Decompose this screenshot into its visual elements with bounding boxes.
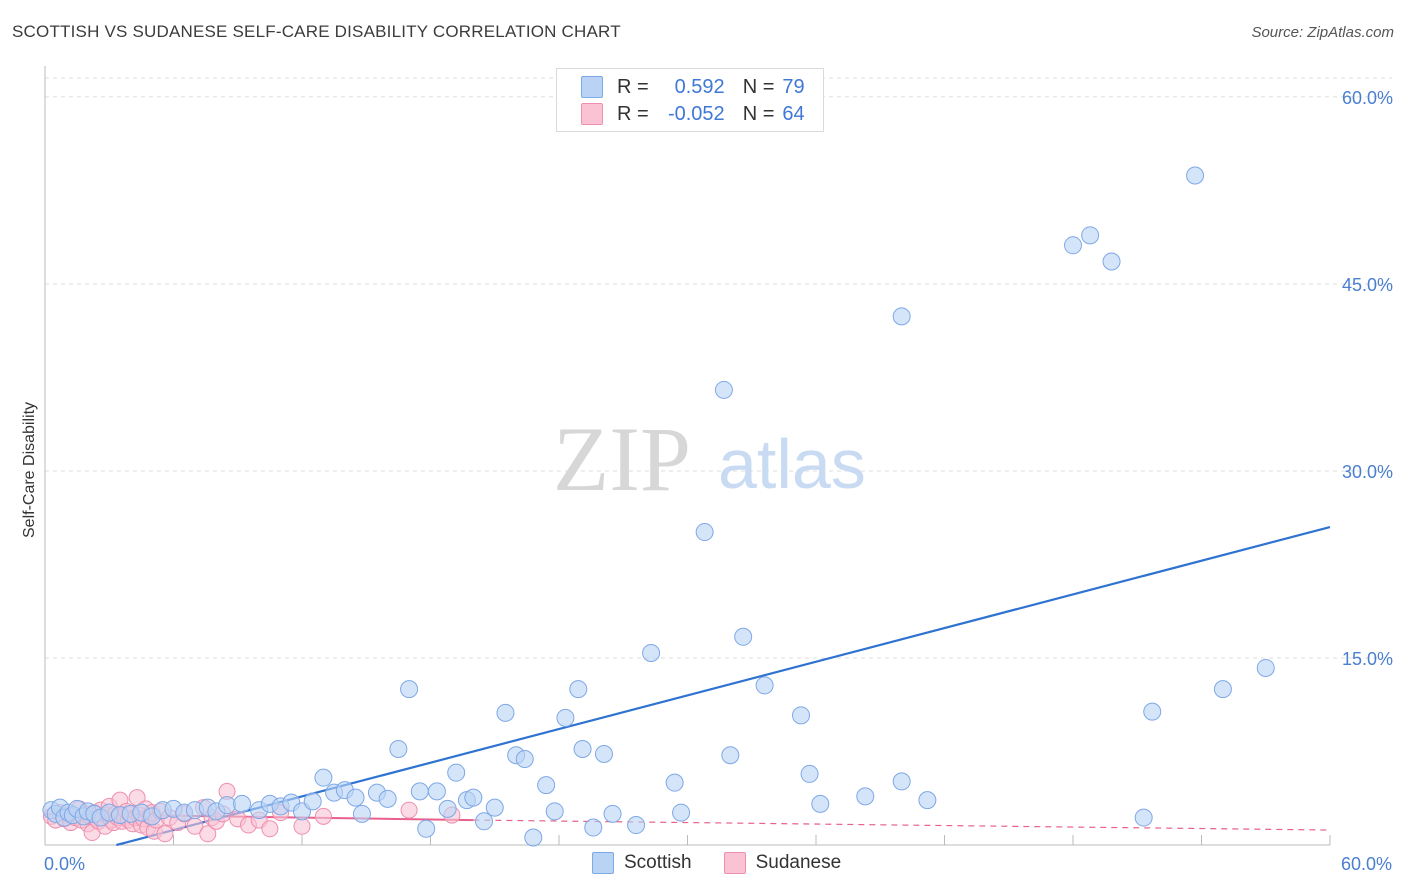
scottish-point <box>918 791 937 810</box>
scottish-point <box>892 307 911 326</box>
scottish-point <box>1102 252 1121 271</box>
scottish-point <box>714 380 733 399</box>
x-tick-label-max: 60.0% <box>1341 854 1392 874</box>
y-tick-label: 15.0% <box>1342 649 1393 669</box>
scottish-point <box>755 676 774 695</box>
scottish-point <box>1213 680 1232 699</box>
scottish-point <box>584 818 603 837</box>
scottish-swatch <box>581 76 603 98</box>
legend-row-sudanese: R = -0.052 N = 64 <box>581 101 805 127</box>
scottish-point <box>314 768 333 787</box>
scottish-point <box>556 708 575 727</box>
scottish-point <box>218 796 237 815</box>
scottish-point <box>515 749 534 768</box>
axes <box>44 66 1331 846</box>
scottish-point <box>389 739 408 758</box>
legend-label-sudanese: Sudanese <box>755 852 842 873</box>
tick-labels: 15.0% 30.0% 45.0% 60.0% 0.0% 60.0% <box>44 88 1393 874</box>
watermark: ZIP atlas <box>553 408 866 510</box>
scottish-point <box>346 788 365 807</box>
scottish-swatch <box>592 852 614 874</box>
sudanese-point <box>261 820 279 838</box>
scottish-point <box>1064 236 1082 255</box>
scottish-point <box>417 819 436 838</box>
legend-r-label: R = <box>617 102 649 125</box>
legend-item-sudanese[interactable]: Sudanese <box>723 852 842 874</box>
scottish-point <box>427 782 446 801</box>
scottish-point <box>496 703 515 722</box>
scottish-point <box>1134 808 1153 827</box>
scottish-trend-line <box>116 526 1331 847</box>
scottish-point <box>1186 166 1205 185</box>
scottish-point <box>1081 226 1100 245</box>
legend-label-scottish: Scottish <box>624 852 692 873</box>
scottish-point <box>524 828 543 847</box>
scottish-point <box>378 789 397 808</box>
y-tick-label: 45.0% <box>1342 275 1393 295</box>
scottish-point <box>569 680 588 699</box>
legend-row-scottish: R = 0.592 N = 79 <box>581 74 805 100</box>
scottish-point <box>410 782 429 801</box>
x-tick-label-min: 0.0% <box>44 854 85 874</box>
scottish-point <box>792 706 811 725</box>
sudanese-point <box>199 825 217 843</box>
scottish-point <box>233 794 252 813</box>
legend-r-label: R = <box>617 75 649 98</box>
y-tick-label: 30.0% <box>1342 462 1393 482</box>
sudanese-swatch <box>581 103 603 125</box>
scottish-point <box>464 788 483 807</box>
scottish-point <box>734 627 753 646</box>
scottish-point <box>573 739 592 758</box>
y-tick-label: 60.0% <box>1342 88 1393 108</box>
scottish-point <box>400 680 419 699</box>
scottish-point <box>627 816 646 835</box>
scottish-point <box>665 773 684 792</box>
scottish-point <box>594 744 613 763</box>
watermark-zip: ZIP <box>553 408 691 510</box>
legend-r-value: 0.592 <box>674 75 725 98</box>
scottish-point <box>800 764 819 783</box>
legend-item-scottish[interactable]: Scottish <box>592 852 692 874</box>
sudanese-point <box>293 817 311 835</box>
scottish-points <box>42 166 1275 847</box>
scottish-point <box>603 804 622 823</box>
sudanese-swatch <box>723 852 746 874</box>
scottish-point <box>672 803 691 822</box>
series-legend: Scottish Sudanese <box>592 852 873 874</box>
legend-n-value: 79 <box>782 75 805 98</box>
legend-n-label: N = <box>742 75 775 98</box>
scottish-point <box>438 799 457 818</box>
scottish-point <box>811 794 830 813</box>
scottish-point <box>1256 658 1275 677</box>
scottish-point <box>537 776 556 795</box>
scottish-point <box>303 792 322 811</box>
scottish-point <box>485 798 504 817</box>
scottish-point <box>856 787 875 806</box>
scottish-point <box>545 802 564 821</box>
source-credit: Source: ZipAtlas.com <box>1251 24 1394 41</box>
sudanese-point <box>156 825 174 843</box>
legend-r-value: -0.052 <box>667 102 725 125</box>
scottish-point <box>352 804 371 823</box>
sudanese-point <box>314 807 332 825</box>
grid-lines <box>45 77 1392 659</box>
y-axis-label: Self-Care Disability <box>21 402 38 538</box>
scottish-point <box>1143 702 1162 721</box>
scottish-point <box>475 812 494 831</box>
sudanese-point <box>400 801 418 819</box>
scottish-point <box>642 643 661 662</box>
watermark-atlas: atlas <box>718 425 866 503</box>
correlation-legend: R = 0.592 N = 79 R = -0.052 N = 64 <box>556 68 824 132</box>
scottish-point <box>892 772 911 791</box>
scottish-point <box>695 523 714 542</box>
scottish-point <box>447 763 466 782</box>
chart-title: SCOTTISH VS SUDANESE SELF-CARE DISABILIT… <box>12 22 621 41</box>
scottish-point <box>721 746 740 765</box>
legend-n-value: 64 <box>782 102 805 125</box>
legend-n-label: N = <box>742 102 775 125</box>
